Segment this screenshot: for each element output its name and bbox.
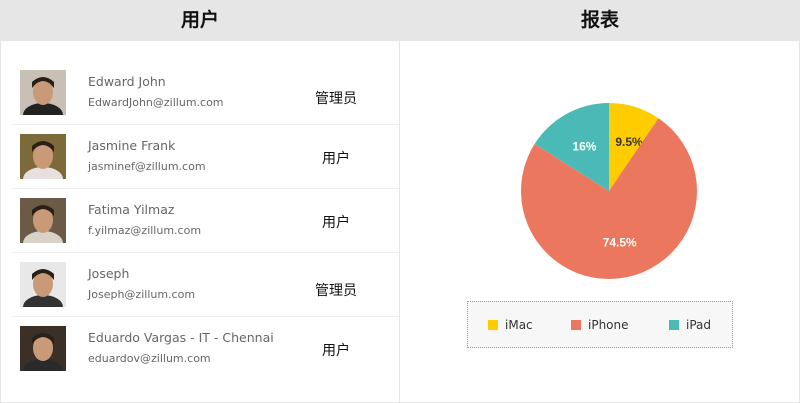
data-label: 9.5% — [615, 135, 643, 149]
user-email: jasminef@zillum.com — [88, 160, 206, 173]
user-name: Joseph — [88, 266, 130, 281]
user-row[interactable]: Eduardo Vargas - IT - Chennai eduardov@z… — [11, 317, 399, 381]
user-email: eduardov@zillum.com — [88, 352, 211, 365]
legend-label: iMac — [505, 317, 533, 332]
user-name: Edward John — [88, 74, 166, 89]
user-email: Joseph@zillum.com — [88, 288, 196, 301]
user-name: Fatima Yilmaz — [88, 202, 175, 217]
user-row[interactable]: Fatima Yilmaz f.yilmaz@zillum.com 用户 — [11, 189, 399, 253]
pie-slice-iphone[interactable] — [521, 118, 697, 279]
avatar — [20, 134, 66, 179]
legend-label: iPad — [686, 317, 712, 332]
legend-swatch — [488, 319, 498, 330]
user-row[interactable]: Joseph Joseph@zillum.com 管理员 — [11, 253, 399, 317]
avatar — [20, 198, 66, 243]
user-email: EdwardJohn@zillum.com — [88, 96, 224, 109]
user-row[interactable]: Edward John EdwardJohn@zillum.com 管理员 — [11, 61, 399, 125]
pie-slice-ipad[interactable] — [534, 103, 609, 191]
legend-item-ipad[interactable]: iPad — [669, 318, 711, 332]
header: 用户 报表 — [0, 0, 800, 41]
user-name: Eduardo Vargas - IT - Chennai — [88, 330, 274, 345]
pie-chart: 9.5% 74.5% 16% — [521, 103, 697, 279]
avatar — [20, 262, 66, 307]
avatar — [20, 326, 66, 371]
reports-panel: 9.5% 74.5% 16% iMac iPhone iPad — [400, 41, 800, 403]
legend-label: iPhone — [588, 317, 629, 332]
legend-item-iphone[interactable]: iPhone — [571, 318, 629, 332]
users-panel: Edward John EdwardJohn@zillum.com 管理员 Ja… — [0, 41, 400, 403]
avatar — [20, 70, 66, 115]
legend-swatch — [669, 319, 679, 330]
user-role: 用户 — [322, 151, 350, 167]
data-label: 16% — [572, 139, 596, 153]
user-email: f.yilmaz@zillum.com — [88, 224, 202, 237]
data-label: 74.5% — [603, 236, 637, 250]
user-row[interactable]: Jasmine Frank jasminef@zillum.com 用户 — [11, 125, 399, 189]
users-title: 用户 — [180, 9, 219, 31]
user-role: 用户 — [322, 215, 350, 231]
user-role: 管理员 — [315, 91, 357, 107]
user-role: 用户 — [322, 343, 350, 359]
user-role: 管理员 — [315, 283, 357, 299]
chart-legend: iMac iPhone iPad — [467, 301, 733, 348]
pie-slice-imac[interactable] — [609, 103, 659, 191]
user-name: Jasmine Frank — [88, 138, 176, 153]
legend-swatch — [571, 319, 581, 330]
reports-title: 报表 — [580, 9, 619, 31]
legend-item-imac[interactable]: iMac — [488, 318, 533, 332]
